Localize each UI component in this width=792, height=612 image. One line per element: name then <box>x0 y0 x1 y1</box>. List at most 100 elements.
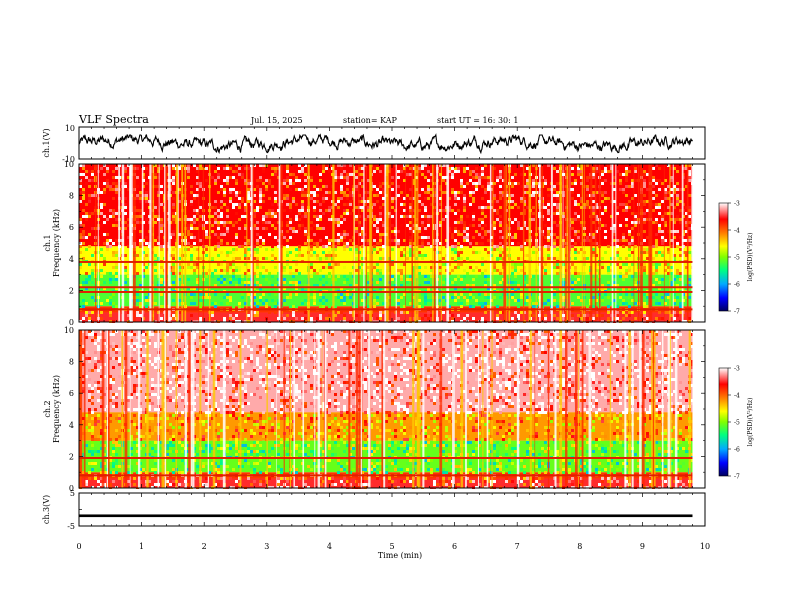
sferic-streak <box>529 330 532 488</box>
sferic-streak <box>157 330 160 488</box>
sferic-streak <box>411 164 413 322</box>
sferic-streak <box>566 164 569 322</box>
y-tick-label: 10 <box>64 160 74 169</box>
x-tick-label: 8 <box>577 542 582 551</box>
sferic-streak <box>163 330 165 488</box>
sferic-streak <box>289 330 291 488</box>
sferic-streak <box>550 164 553 322</box>
sferic-streak <box>547 330 550 488</box>
panel-frame <box>78 492 706 527</box>
sferic-streak <box>412 330 415 488</box>
colorbar-tick-label: -4 <box>734 228 740 235</box>
colorbar-tick-label: -3 <box>734 201 740 208</box>
sferic-streak <box>164 330 166 488</box>
y-tick-label: 8 <box>69 192 74 201</box>
narrowband-line <box>79 308 693 311</box>
sferic-streak <box>276 330 277 488</box>
sferic-streak <box>121 330 124 488</box>
sferic-streak <box>250 164 253 322</box>
sferic-streak <box>129 164 131 322</box>
sferic-streak <box>486 330 489 488</box>
y-tick-label: 2 <box>69 452 74 461</box>
sferic-streak <box>465 330 467 488</box>
colorbar-tick-label: -6 <box>734 282 740 289</box>
sferic-streak <box>567 164 571 322</box>
sferic-streak <box>594 164 597 322</box>
sferic-streak <box>107 330 110 488</box>
sferic-streak <box>686 164 689 322</box>
colorbar-title: log(PSD)(V²/Hz) <box>747 398 754 447</box>
y-tick-label: 2 <box>69 286 74 295</box>
sferic-streak <box>651 330 654 488</box>
figure-title: VLF Spectra <box>78 113 149 126</box>
ch1-waveform-line <box>79 133 693 155</box>
y-axis-title: ch.3(V) <box>42 495 51 524</box>
sferic-streak <box>181 164 184 322</box>
y-tick-label: 0 <box>69 484 74 493</box>
sferic-streak <box>535 164 537 322</box>
sferic-streak <box>489 164 492 322</box>
sferic-streak <box>641 330 645 488</box>
y-tick-label: -10 <box>62 155 75 164</box>
sferic-streak <box>307 164 310 322</box>
sferic-streak <box>106 330 109 488</box>
sferic-streak <box>239 330 242 488</box>
colorbar-title: log(PSD)(V²/Hz) <box>747 233 754 282</box>
sferic-streak <box>175 330 177 488</box>
x-tick-label: 7 <box>515 542 520 551</box>
sferic-streak <box>381 330 384 488</box>
sferic-streak <box>222 330 226 488</box>
sferic-streak <box>199 330 202 488</box>
sferic-streak <box>559 330 563 488</box>
sferic-streak <box>482 330 484 488</box>
ch1-waveform-panel: 10 -10 ch.1(V) <box>42 124 706 164</box>
sferic-streak <box>669 330 671 488</box>
sferic-streak <box>639 330 642 488</box>
sferic-streak <box>165 164 168 322</box>
sferic-streak <box>581 164 583 322</box>
y-tick-label: 0 <box>69 318 74 327</box>
sferic-streak <box>129 330 131 488</box>
sferic-streak <box>414 164 417 322</box>
ch3-waveform-panel: 5 -5 ch.3(V) <box>42 489 706 531</box>
colorbar-ch1: -3 -4 -5 -6 -7 log(PSD)(V²/Hz) <box>718 201 754 316</box>
colorbar-ch2: -3 -4 -5 -6 -7 log(PSD)(V²/Hz) <box>718 366 754 481</box>
sferic-streak <box>383 330 386 488</box>
sferic-streak <box>266 330 268 488</box>
sferic-streak <box>628 330 631 488</box>
sferic-streak <box>611 164 614 322</box>
sferic-streak <box>508 164 511 322</box>
sferic-streak <box>417 164 419 322</box>
sferic-streak <box>158 164 160 322</box>
x-tick-label: 10 <box>700 542 710 551</box>
sferic-streak <box>615 164 617 322</box>
sferic-streak <box>149 164 153 322</box>
sferic-streak <box>198 164 200 322</box>
sferic-streak <box>648 164 651 322</box>
sferic-streak <box>317 330 321 488</box>
sferic-streak <box>583 164 585 322</box>
sferic-streak <box>667 330 670 488</box>
sferic-streak <box>208 164 211 322</box>
sferic-streak <box>609 330 612 488</box>
sferic-streak <box>83 330 86 488</box>
sferic-streak <box>137 330 141 488</box>
x-tick-label: 5 <box>389 542 394 551</box>
sferic-streak <box>672 164 674 322</box>
sferic-streak <box>97 164 99 322</box>
sferic-streak <box>674 330 678 488</box>
sferic-streak <box>207 330 209 488</box>
sferic-streak <box>302 330 305 488</box>
sferic-streak <box>324 330 325 488</box>
y-axis-title: ch.2Frequency (kHz) <box>43 375 61 443</box>
station-label: station= KAP <box>343 116 398 125</box>
sferic-streak <box>279 164 283 322</box>
sferic-streak <box>681 164 684 322</box>
sferic-streak <box>314 330 316 488</box>
sferic-streak <box>146 330 149 488</box>
ch1-spectrogram-panel: 0 2 4 6 8 10 ch.1Frequency (kHz) <box>43 160 706 327</box>
sferic-streak <box>190 330 193 488</box>
sferic-streak <box>432 164 434 322</box>
x-tick-label: 9 <box>640 542 645 551</box>
x-tick-label: 4 <box>327 542 332 551</box>
